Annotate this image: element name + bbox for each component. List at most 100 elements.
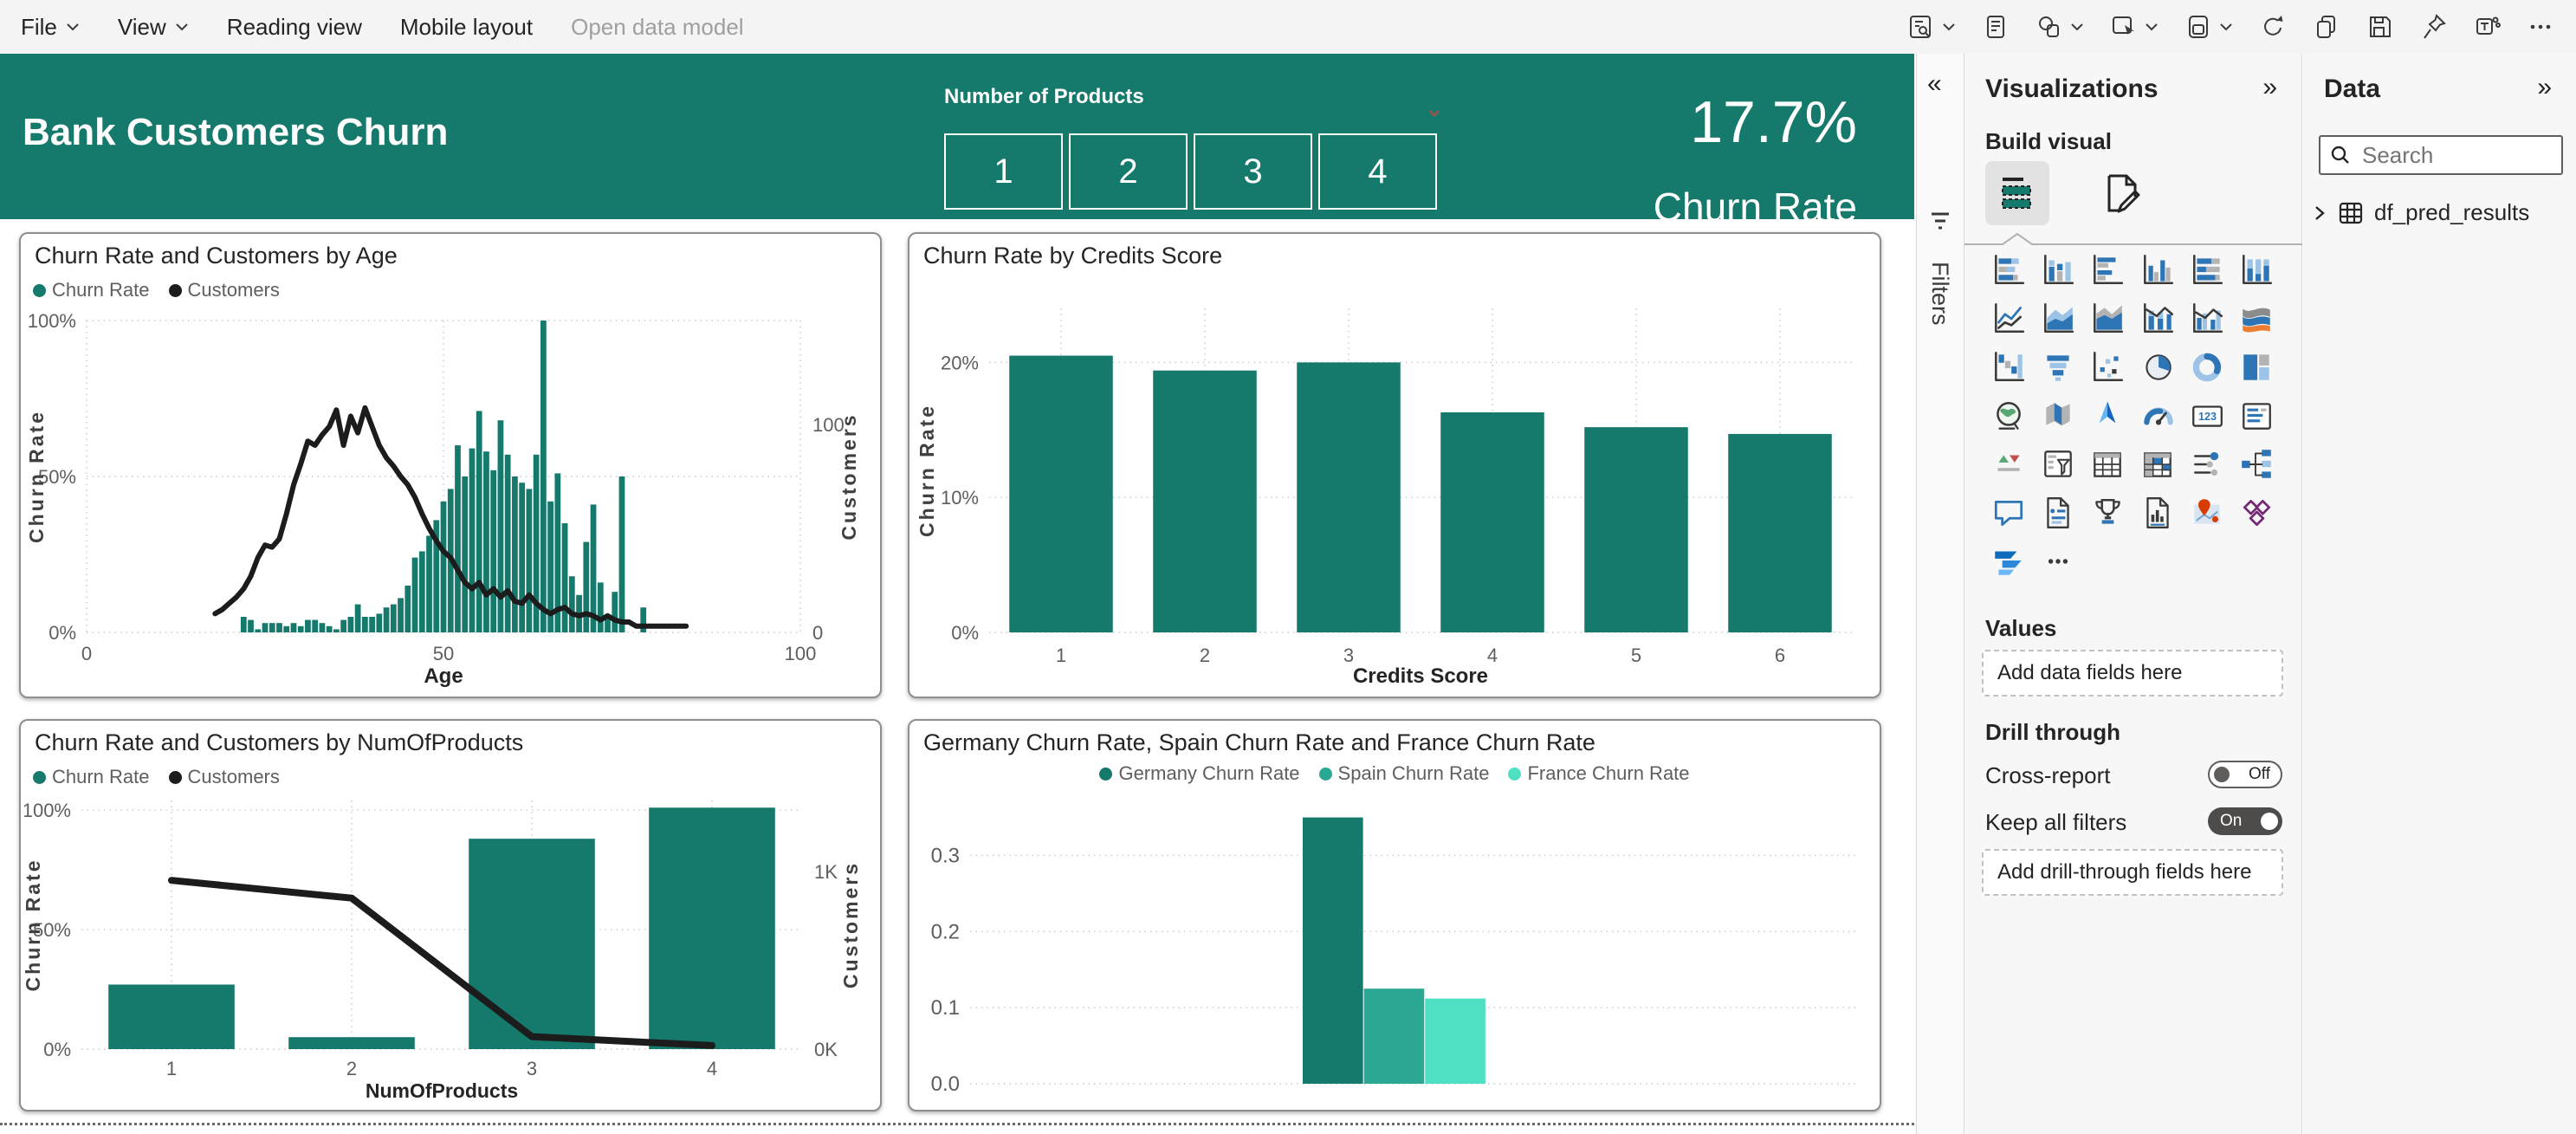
more-options-button[interactable] [2527, 13, 2555, 41]
smart-narrative-icon[interactable] [2033, 489, 2082, 537]
filled-map-icon[interactable] [2033, 392, 2082, 440]
chart-title: Churn Rate by Credits Score [923, 243, 1223, 269]
menu-item-file[interactable]: File [21, 14, 80, 41]
kpi-icon[interactable] [1984, 440, 2033, 489]
legend-dot [1318, 767, 1332, 781]
legend-label: Customers [187, 766, 280, 787]
legend-item: France Churn Rate [1508, 762, 1690, 785]
slicer-option-1[interactable]: 1 [944, 133, 1063, 210]
slicer-option-3[interactable]: 3 [1194, 133, 1312, 210]
card-icon[interactable]: 123 [2182, 392, 2231, 440]
chart-churn-by-country[interactable]: Germany Churn Rate, Spain Churn Rate and… [908, 719, 1881, 1111]
slicer-option-2[interactable]: 2 [1069, 133, 1188, 210]
legend-label: Churn Rate [52, 279, 150, 301]
view-options-button[interactable] [1907, 13, 1956, 41]
visuals-button[interactable] [2184, 13, 2233, 41]
arcgis-map-icon[interactable] [2182, 489, 2231, 537]
report-title: Bank Customers Churn [23, 111, 449, 153]
matrix-icon[interactable] [2133, 440, 2182, 489]
paginated-report-icon[interactable] [2133, 489, 2182, 537]
chart-churn-by-numofproducts[interactable]: Churn Rate and Customers by NumOfProduct… [19, 719, 882, 1111]
legend-item: Customers [168, 279, 280, 301]
data-search-box[interactable] [2319, 135, 2563, 175]
save-button[interactable] [2366, 13, 2394, 41]
kpi-value: 17.7% [1690, 89, 1857, 155]
key-influencers-icon[interactable] [2182, 440, 2231, 489]
map-icon[interactable] [1984, 392, 2033, 440]
shapes-button[interactable] [2036, 13, 2084, 41]
pin-button[interactable] [2420, 13, 2448, 41]
filters-pane-label[interactable]: Filters [1927, 262, 1953, 326]
chart-title: Germany Churn Rate, Spain Churn Rate and… [923, 729, 1595, 755]
hundred-stacked-bar-chart-icon[interactable] [2182, 246, 2231, 295]
svg-text:4: 4 [707, 1058, 717, 1079]
toggle-state: Off [2249, 765, 2270, 783]
slicer-chevron-down-icon[interactable]: ⌄ [1425, 95, 1444, 121]
power-automate-icon[interactable] [1984, 537, 2033, 586]
qa-icon[interactable] [1984, 489, 2033, 537]
collapse-visualizations-icon[interactable]: » [2262, 73, 2277, 101]
metrics-icon[interactable] [2083, 489, 2133, 537]
slicer-icon[interactable] [2033, 440, 2082, 489]
gauge-icon[interactable] [2133, 392, 2182, 440]
svg-text:0: 0 [81, 643, 92, 664]
search-input[interactable] [2360, 140, 2537, 170]
scatter-chart-icon[interactable] [2083, 343, 2133, 392]
menu-item-mobile-layout[interactable]: Mobile layout [400, 14, 533, 41]
area-chart-icon[interactable] [2033, 295, 2082, 343]
svg-text:NumOfProducts: NumOfProducts [366, 1079, 518, 1102]
svg-text:0K: 0K [814, 1039, 838, 1060]
values-field-well[interactable]: Add data fields here [1982, 650, 2283, 697]
hundred-stacked-column-chart-icon[interactable] [2232, 246, 2282, 295]
donut-chart-icon[interactable] [2182, 343, 2231, 392]
table-icon[interactable] [2083, 440, 2133, 489]
svg-text:0.3: 0.3 [931, 844, 960, 867]
stacked-bar-chart-icon[interactable] [1984, 246, 2033, 295]
tab-format-visual[interactable] [2094, 165, 2152, 222]
stacked-area-chart-icon[interactable] [2083, 295, 2133, 343]
clustered-column-chart-icon[interactable] [2133, 246, 2182, 295]
chart-plot-area: 1 2 3 4 0% 50% 100% 0K 1K Churn Rate Customers NumO… [22, 792, 877, 1106]
expand-filters-icon[interactable]: « [1927, 69, 1942, 98]
data-table-row[interactable]: df_pred_results [2312, 199, 2529, 226]
drill-through-label: Drill through [1985, 719, 2120, 745]
pie-chart-icon[interactable] [2133, 343, 2182, 392]
waterfall-chart-icon[interactable] [1984, 343, 2033, 392]
more-options-icon[interactable] [2033, 537, 2082, 586]
azure-map-icon[interactable] [2083, 392, 2133, 440]
treemap-icon[interactable] [2232, 343, 2282, 392]
multi-row-card-icon[interactable] [2232, 392, 2282, 440]
toolbar-icons [1907, 13, 2555, 41]
collapse-data-panel-icon[interactable]: » [2537, 73, 2552, 101]
ribbon-chart-icon[interactable] [2232, 295, 2282, 343]
cross-report-toggle[interactable]: Off [2208, 761, 2282, 788]
slicer-option-4[interactable]: 4 [1318, 133, 1437, 210]
svg-text:Age: Age [424, 664, 463, 688]
chart-churn-by-credit-score[interactable]: Churn Rate by Credits Score 1 2 3 4 5 6 0% 10% 2… [908, 232, 1881, 698]
funnel-chart-icon[interactable] [2033, 343, 2082, 392]
decomposition-tree-icon[interactable] [2232, 440, 2282, 489]
text-box-button[interactable] [1982, 13, 2010, 41]
menu-label: File [21, 13, 57, 40]
clustered-bar-chart-icon[interactable] [2083, 246, 2133, 295]
teams-button[interactable] [2474, 13, 2502, 41]
copy-button[interactable] [2313, 13, 2340, 41]
buttons-button[interactable] [2110, 13, 2159, 41]
slicer-title: Number of Products [944, 85, 1144, 108]
power-apps-icon[interactable] [2232, 489, 2282, 537]
keep-all-filters-toggle[interactable]: On [2208, 807, 2282, 835]
chart-churn-by-age[interactable]: Churn Rate and Customers by Age Churn Ra… [19, 232, 882, 698]
drill-through-field-well[interactable]: Add drill-through fields here [1982, 849, 2283, 896]
line-clustered-column-chart-icon[interactable] [2182, 295, 2231, 343]
refresh-button[interactable] [2259, 13, 2287, 41]
churn-rate-kpi[interactable]: 17.7% Churn Rate [1654, 88, 1857, 230]
svg-text:Customers: Customers [839, 861, 862, 988]
legend-dot [1508, 767, 1522, 781]
line-stacked-column-chart-icon[interactable] [2133, 295, 2182, 343]
menu-item-reading-view[interactable]: Reading view [227, 14, 362, 41]
tab-build-visual[interactable] [1985, 161, 2049, 225]
stacked-column-chart-icon[interactable] [2033, 246, 2082, 295]
menu-item-view[interactable]: View [118, 14, 189, 41]
toggle-state: On [2220, 812, 2243, 830]
line-chart-icon[interactable] [1984, 295, 2033, 343]
